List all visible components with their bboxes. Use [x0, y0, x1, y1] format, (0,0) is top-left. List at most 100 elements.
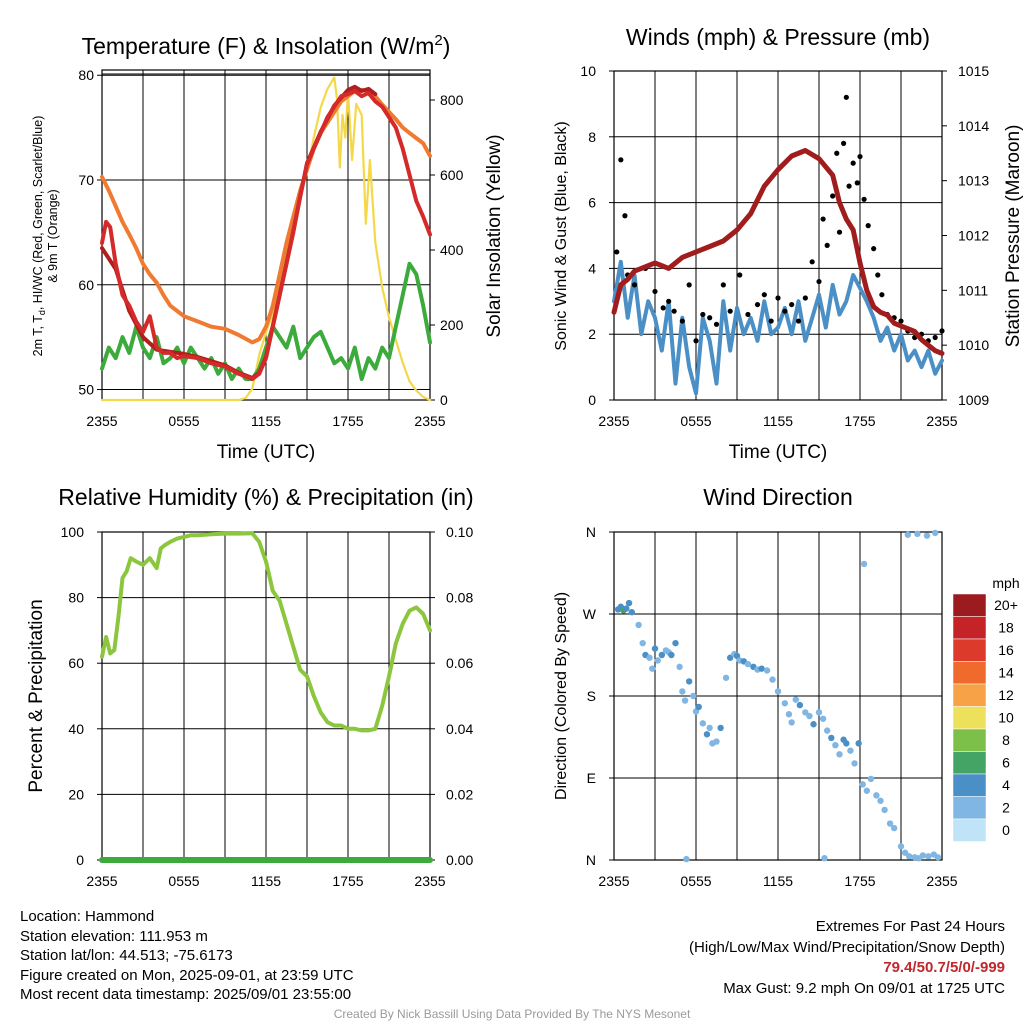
direction-point [886, 820, 894, 827]
y-tick-label: W [583, 606, 597, 622]
direction-point [713, 738, 720, 745]
direction-point [815, 709, 823, 716]
direction-point [873, 792, 880, 799]
gust-point [737, 272, 743, 278]
x-tick-label: 2355 [598, 413, 629, 429]
gust-point [802, 295, 808, 301]
y-tick-label: 40 [68, 721, 84, 737]
gust-point [795, 318, 802, 324]
legend-swatch [952, 638, 987, 662]
y-tick-label: S [587, 688, 596, 704]
x-tick-label: 0555 [680, 413, 711, 429]
extremes-title: Extremes For Past 24 Hours [815, 918, 1005, 935]
gust-point [789, 301, 795, 308]
legend-label: 0 [1002, 822, 1010, 838]
x-tick-label: 2355 [414, 873, 445, 889]
series-line-solar-insolation [100, 76, 432, 402]
credit-text: Created By Nick Bassill Using Data Provi… [333, 1007, 691, 1021]
y2-tick-label: 0.02 [446, 786, 473, 802]
gust-point [768, 318, 774, 324]
direction-point [810, 721, 817, 728]
gust-point [843, 94, 849, 100]
gust-point [820, 216, 826, 222]
legend-swatch [952, 683, 987, 707]
x-tick-label: 1755 [844, 413, 875, 429]
gust-point [660, 305, 666, 311]
direction-point [919, 852, 927, 859]
gust-point [700, 311, 706, 318]
x-tick-label: 1755 [844, 873, 875, 889]
gust-point [754, 301, 761, 308]
pressure-ylabel: Station Pressure (Maroon) [1003, 125, 1024, 348]
legend-swatch [952, 751, 987, 775]
y-tick-label: 70 [78, 172, 94, 188]
direction-point [828, 734, 835, 742]
y-tick-label: 50 [78, 382, 94, 398]
direction-point [914, 530, 921, 538]
x-tick-label: 1155 [763, 413, 793, 429]
direction-point [802, 709, 809, 716]
y-tick-label: 10 [580, 63, 596, 79]
temperature-ylabel: 2m T, Td, HI/WC (Red, Green, Scarlet/Blu… [31, 116, 47, 357]
y2-tick-label: 600 [440, 167, 464, 183]
gust-point [707, 315, 713, 321]
gust-point [824, 242, 830, 248]
direction-point [897, 843, 905, 850]
rh-panel: Relative Humidity (%) & Precipitation (i… [26, 484, 474, 889]
direction-point [806, 712, 813, 720]
solar-insolation-ylabel: Solar Insolation (Yellow) [484, 134, 505, 337]
series-line-2m-t [100, 89, 432, 381]
direction-point [904, 531, 912, 538]
relative-humidity-line [100, 531, 432, 733]
gust-point [761, 292, 767, 298]
y2-tick-label: 0.04 [446, 721, 473, 737]
rh-ylabel: Percent & Precipitation [26, 599, 47, 792]
direction-point [679, 688, 686, 695]
direction-point [672, 639, 679, 647]
series-line-td [100, 261, 432, 381]
y-tick-label: 6 [588, 195, 596, 211]
direction-point [690, 692, 697, 700]
direction-point [788, 719, 795, 726]
y2-tick-label: 1011 [958, 282, 988, 298]
direction-point [628, 608, 635, 616]
direction-point [623, 605, 630, 612]
legend-title: mph [992, 575, 1019, 591]
direction-point [832, 742, 839, 749]
y-tick-label: 60 [68, 655, 84, 671]
legend-swatch [952, 593, 987, 617]
x-tick-label: 2355 [598, 873, 629, 889]
y-tick-label: 100 [61, 524, 85, 540]
gust-point [875, 272, 881, 278]
y2-tick-label: 1009 [958, 392, 989, 408]
legend-swatch [952, 818, 987, 842]
x-tick-label: 2355 [414, 413, 445, 429]
extremes-values: 79.4/50.7/5/0/-999 [883, 959, 1005, 976]
y2-tick-label: 0.06 [446, 655, 473, 671]
direction-point [625, 599, 633, 607]
legend-label: 10 [998, 710, 1014, 726]
winds-xlabel: Time (UTC) [729, 442, 828, 463]
direction-point [881, 806, 888, 814]
direction-point [744, 660, 752, 668]
direction-point [925, 853, 932, 860]
direction-point [685, 678, 693, 685]
x-tick-label: 0555 [168, 873, 199, 889]
x-tick-label: 1155 [763, 873, 793, 889]
direction-point [654, 657, 661, 664]
gust-point [857, 153, 863, 160]
gust-point [871, 246, 877, 252]
x-tick-label: 2355 [86, 413, 117, 429]
y-tick-label: 0 [588, 392, 596, 408]
gust-point [652, 288, 658, 295]
y-tick-label: 2 [588, 326, 596, 342]
gust-point [727, 308, 733, 314]
direction-point [769, 676, 776, 683]
gust-point [932, 334, 938, 341]
direction-point [796, 701, 804, 709]
gust-point [614, 249, 620, 255]
speed-color-legend: mph 20+ 18 16 14 12 10 8 6 4 2 0 [952, 575, 1020, 842]
y2-tick-label: 800 [440, 92, 464, 108]
